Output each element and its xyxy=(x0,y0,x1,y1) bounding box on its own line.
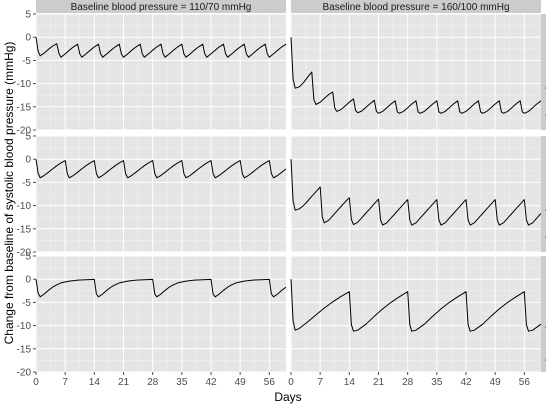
series-line-3-1 xyxy=(35,278,287,298)
row-strip-label: Donations every 5 days xyxy=(544,20,546,125)
x-tick-label: 28 xyxy=(147,377,159,388)
series-line-3-2 xyxy=(290,279,542,332)
row-strip xyxy=(541,136,546,252)
panel-2-1 xyxy=(35,135,286,253)
y-tick-label: -10 xyxy=(17,201,32,212)
column-strip-label: Baseline blood pressure = 110/70 mmHg xyxy=(71,2,252,13)
panel-1-1 xyxy=(35,13,286,131)
x-tick-label: 21 xyxy=(373,377,385,388)
row-strip-label: Donations every 7 days xyxy=(544,142,546,247)
row-strip-label: Donations every 14 days xyxy=(544,259,546,369)
column-strip xyxy=(291,0,541,13)
y-tick-label: -15 xyxy=(17,224,32,235)
y-tick-label: -20 xyxy=(17,248,32,259)
y-tick-label: -15 xyxy=(17,344,32,355)
x-axis-title: Days xyxy=(274,390,301,404)
x-tick-label: 35 xyxy=(176,377,188,388)
series-line-1-2 xyxy=(290,37,542,114)
y-tick-label: 5 xyxy=(25,252,31,263)
series-line-2-2 xyxy=(290,159,542,226)
x-tick-label: 56 xyxy=(519,377,531,388)
x-tick-label: 49 xyxy=(235,377,247,388)
y-tick-label: -10 xyxy=(17,79,32,90)
plot-panels xyxy=(35,13,542,373)
x-tick-label: 0 xyxy=(33,377,39,388)
y-tick-label: 0 xyxy=(25,155,31,166)
x-tick-label: 0 xyxy=(288,377,294,388)
x-tick-label: 7 xyxy=(62,377,68,388)
y-tick-label: 0 xyxy=(25,275,31,286)
column-strip-label: Baseline blood pressure = 160/100 mmHg xyxy=(322,2,509,13)
y-tick-label: 5 xyxy=(25,10,31,21)
y-tick-label: -20 xyxy=(17,126,32,137)
y-tick-label: -20 xyxy=(17,368,32,379)
facet-strips: Baseline blood pressure = 110/70 mmHg Bas… xyxy=(36,0,546,372)
y-tick-label: -15 xyxy=(17,102,32,113)
row-strip xyxy=(541,256,546,372)
column-strip xyxy=(36,0,286,13)
x-tick-label: 28 xyxy=(402,377,414,388)
x-axis: 0 7 14 21 28 35 42 49 56 0 7 14 21 28 35 42 49 56 xyxy=(33,372,530,388)
x-tick-label: 42 xyxy=(460,377,472,388)
x-tick-label: 49 xyxy=(490,377,502,388)
panel-3-2 xyxy=(290,255,541,373)
series-line-2-1 xyxy=(35,159,287,179)
panel-3-1 xyxy=(35,255,286,373)
x-tick-label: 7 xyxy=(317,377,323,388)
x-tick-label: 42 xyxy=(205,377,217,388)
y-tick-label: -5 xyxy=(22,56,31,67)
series-line-1-1 xyxy=(35,37,287,58)
y-tick-label: -5 xyxy=(22,178,31,189)
panel-2-2 xyxy=(290,135,541,253)
x-tick-label: 14 xyxy=(89,377,101,388)
y-tick-label: 5 xyxy=(25,132,31,143)
y-tick-label: -10 xyxy=(17,321,32,332)
x-tick-label: 56 xyxy=(264,377,276,388)
y-tick-label: -5 xyxy=(22,298,31,309)
x-tick-label: 14 xyxy=(344,377,356,388)
row-strip xyxy=(541,14,546,130)
panel-1-2 xyxy=(290,13,541,131)
y-tick-label: 0 xyxy=(25,33,31,44)
x-tick-label: 21 xyxy=(118,377,130,388)
y-axis-title: Change from baseline of systolic blood p… xyxy=(2,42,16,345)
x-tick-label: 35 xyxy=(431,377,443,388)
